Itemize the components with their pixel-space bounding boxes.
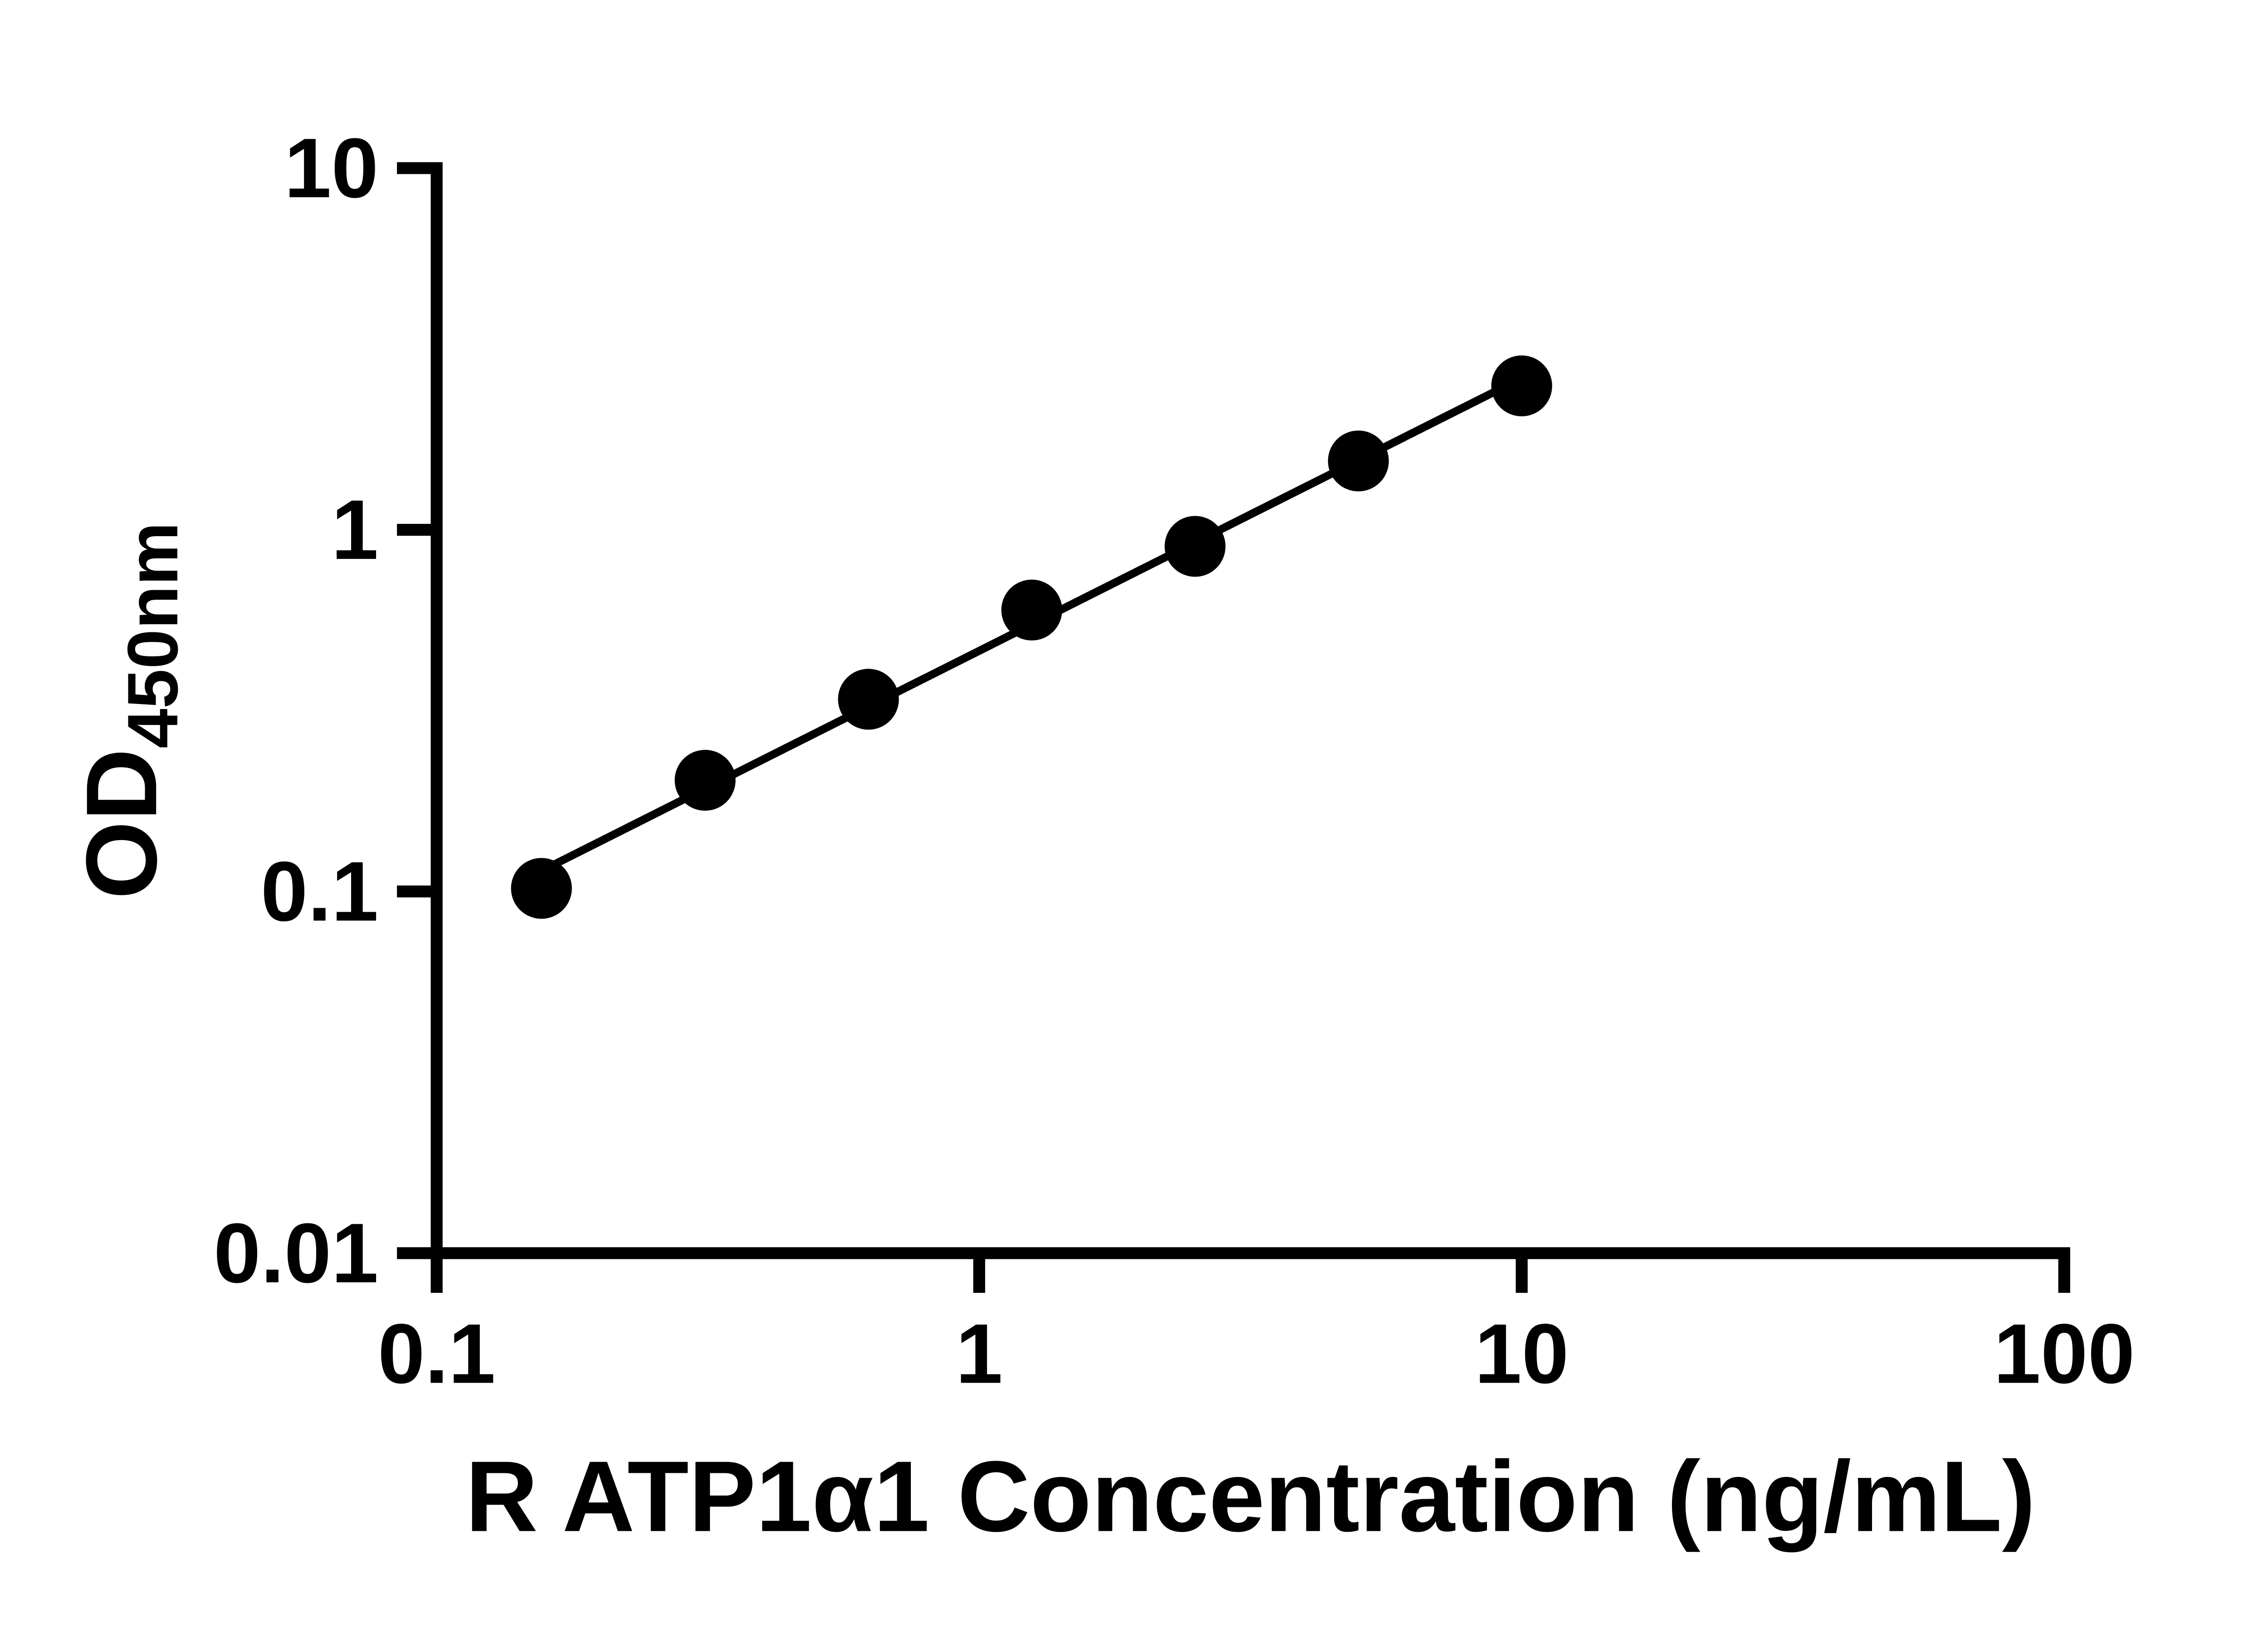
data-series: [511, 355, 1552, 919]
y-axis-title-subscript: 450nm: [113, 522, 193, 748]
y-axis-ticks: 0.01 0.1 1 10: [214, 121, 437, 1301]
y-tick-label: 0.1: [261, 844, 379, 939]
y-tick-label: 0.01: [214, 1206, 378, 1301]
data-point: [511, 858, 572, 919]
y-axis-title: OD450nm: [65, 522, 193, 900]
y-tick-label: 1: [331, 482, 378, 577]
data-point: [1164, 516, 1226, 577]
data-point: [1491, 355, 1552, 416]
data-point: [675, 750, 736, 811]
data-point: [1328, 430, 1389, 492]
data-point: [1001, 579, 1062, 640]
x-axis-ticks: 0.1 1 10 100: [378, 1253, 2135, 1401]
axes: [430, 162, 2070, 1259]
x-tick-label: 10: [1475, 1306, 1569, 1401]
x-axis-title: R ATP1α1 Concentration (ng/mL): [465, 1440, 2036, 1552]
axis-titles: R ATP1α1 Concentration (ng/mL) OD450nm: [65, 522, 2035, 1552]
x-tick-label: 1: [956, 1306, 1003, 1401]
y-tick-label: 10: [284, 121, 379, 215]
y-axis-title-main: OD: [65, 748, 177, 900]
x-tick-label: 0.1: [378, 1306, 496, 1401]
data-point: [838, 669, 899, 730]
x-tick-label: 100: [1994, 1306, 2135, 1401]
